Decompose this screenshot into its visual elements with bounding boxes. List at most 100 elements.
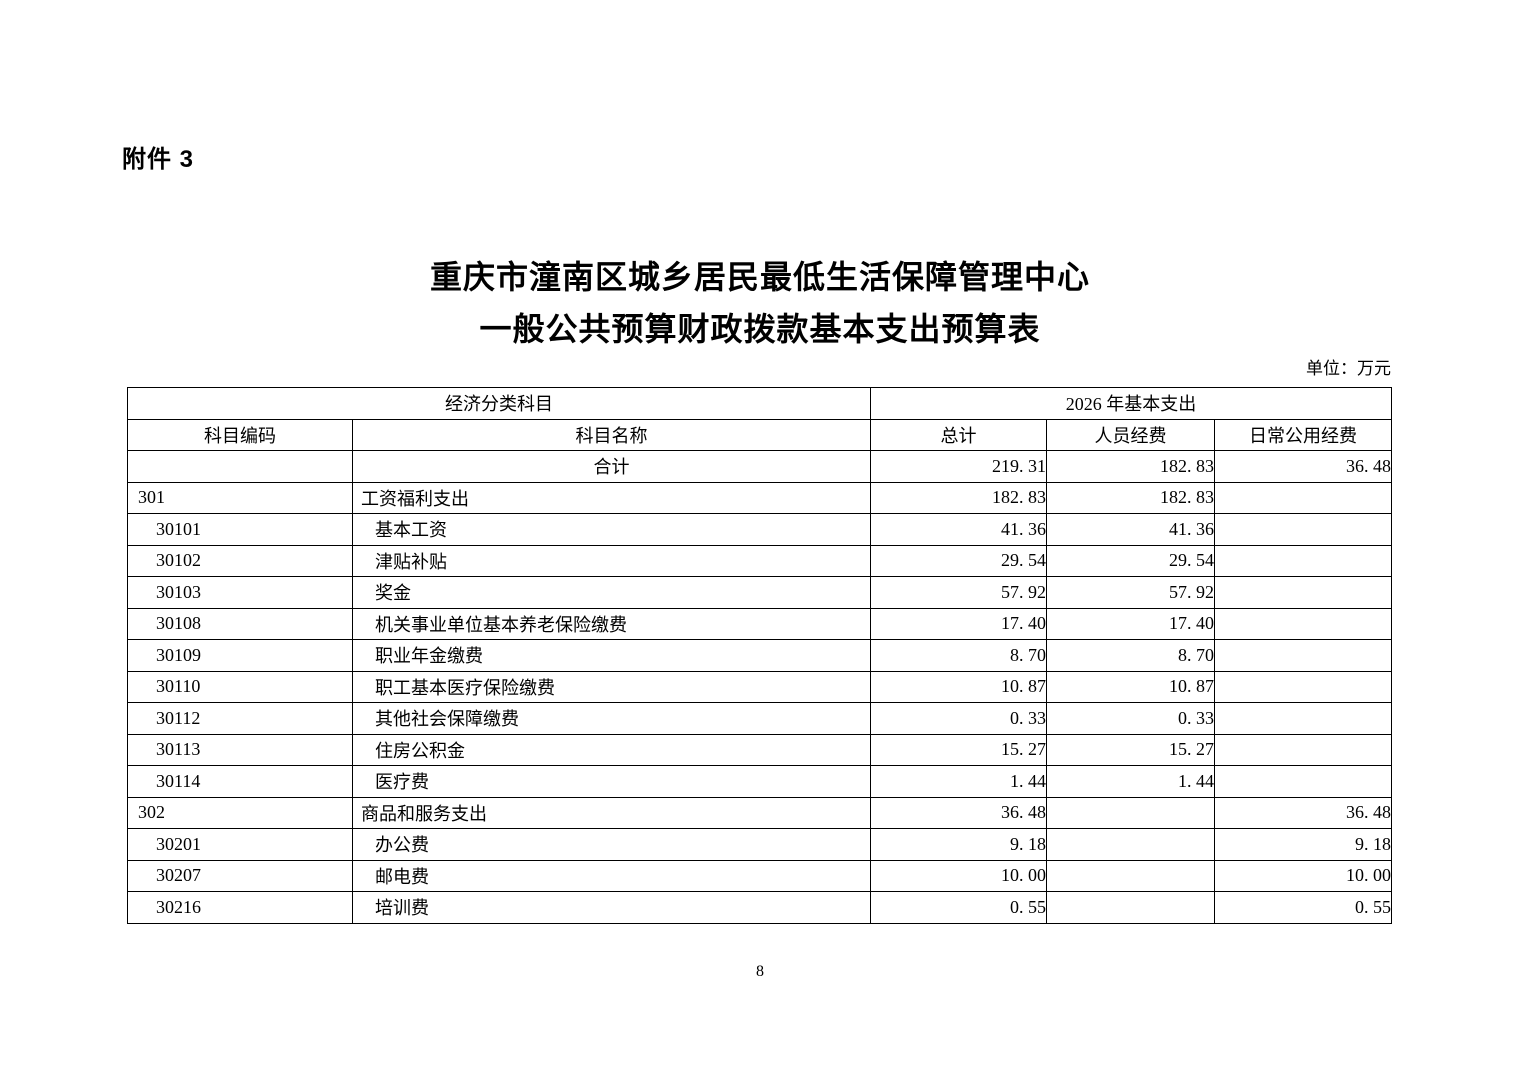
cell-subject-name: 办公费 bbox=[352, 828, 871, 861]
cell-total: 41. 36 bbox=[870, 513, 1047, 546]
cell-subject-code: 30103 bbox=[127, 576, 353, 609]
table-row: 30102 津贴补贴 29. 54 29. 54 bbox=[127, 544, 1393, 577]
cell-daily-public-funds: 36. 48 bbox=[1213, 796, 1393, 829]
cell-daily-public-funds bbox=[1213, 607, 1393, 640]
cell-total: 10. 87 bbox=[870, 670, 1047, 703]
title-line-1: 重庆市潼南区城乡居民最低生活保障管理中心 bbox=[429, 259, 1090, 295]
cell-personnel-funds bbox=[1046, 891, 1215, 924]
cell-personnel-funds: 182. 83 bbox=[1046, 450, 1215, 483]
table-row: 30201 办公费 9. 18 9. 18 bbox=[127, 828, 1393, 861]
table-row: 30101 基本工资 41. 36 41. 36 bbox=[127, 513, 1393, 546]
cell-subject-name: 津贴补贴 bbox=[352, 544, 871, 577]
cell-subject-name: 职业年金缴费 bbox=[352, 639, 871, 672]
table-row: 30109 职业年金缴费 8. 70 8. 70 bbox=[127, 639, 1393, 672]
cell-daily-public-funds bbox=[1213, 513, 1393, 546]
cell-daily-public-funds bbox=[1213, 544, 1393, 577]
cell-subject-name: 其他社会保障缴费 bbox=[352, 702, 871, 735]
cell-subject-code: 302 bbox=[127, 796, 353, 829]
header-columns-row: 科目编码 科目名称 总计 人员经费 日常公用经费 bbox=[127, 418, 1393, 451]
header-personnel-funds: 人员经费 bbox=[1046, 418, 1215, 451]
cell-personnel-funds bbox=[1046, 796, 1215, 829]
table-row: 合计 219. 31 182. 83 36. 48 bbox=[127, 450, 1393, 483]
cell-personnel-funds: 182. 83 bbox=[1046, 481, 1215, 514]
cell-total: 29. 54 bbox=[870, 544, 1047, 577]
cell-total: 219. 31 bbox=[870, 450, 1047, 483]
cell-daily-public-funds: 9. 18 bbox=[1213, 828, 1393, 861]
table-row: 30108 机关事业单位基本养老保险缴费 17. 40 17. 40 bbox=[127, 607, 1393, 640]
cell-daily-public-funds bbox=[1213, 639, 1393, 672]
cell-subject-code: 30114 bbox=[127, 765, 353, 798]
cell-daily-public-funds bbox=[1213, 670, 1393, 703]
cell-subject-code: 30201 bbox=[127, 828, 353, 861]
budget-table: 经济分类科目 2026 年基本支出 科目编码 科目名称 总计 人员经费 日常公用… bbox=[127, 387, 1393, 924]
cell-personnel-funds: 15. 27 bbox=[1046, 733, 1215, 766]
cell-subject-name: 机关事业单位基本养老保险缴费 bbox=[352, 607, 871, 640]
cell-total: 1. 44 bbox=[870, 765, 1047, 798]
cell-subject-code: 30216 bbox=[127, 891, 353, 924]
cell-personnel-funds: 0. 33 bbox=[1046, 702, 1215, 735]
table-row: 30216 培训费 0. 55 0. 55 bbox=[127, 891, 1393, 924]
cell-daily-public-funds bbox=[1213, 765, 1393, 798]
cell-personnel-funds bbox=[1046, 859, 1215, 892]
cell-subject-name: 基本工资 bbox=[352, 513, 871, 546]
cell-total: 0. 55 bbox=[870, 891, 1047, 924]
cell-subject-code bbox=[127, 450, 353, 483]
cell-subject-name: 医疗费 bbox=[352, 765, 871, 798]
table-body: 合计 219. 31 182. 83 36. 48 301 工资福利支出 182. 83 18… bbox=[127, 450, 1393, 924]
cell-personnel-funds: 1. 44 bbox=[1046, 765, 1215, 798]
cell-subject-code: 30102 bbox=[127, 544, 353, 577]
cell-subject-name: 培训费 bbox=[352, 891, 871, 924]
header-group-row: 经济分类科目 2026 年基本支出 bbox=[127, 387, 1393, 420]
header-total: 总计 bbox=[870, 418, 1047, 451]
cell-total: 57. 92 bbox=[870, 576, 1047, 609]
cell-subject-code: 30110 bbox=[127, 670, 353, 703]
cell-personnel-funds: 57. 92 bbox=[1046, 576, 1215, 609]
page-number: 8 bbox=[756, 963, 764, 980]
cell-subject-code: 301 bbox=[127, 481, 353, 514]
cell-subject-name: 合计 bbox=[352, 450, 871, 483]
header-2026-basic-expenditure: 2026 年基本支出 bbox=[869, 387, 1393, 420]
cell-total: 182. 83 bbox=[870, 481, 1047, 514]
cell-personnel-funds: 17. 40 bbox=[1046, 607, 1215, 640]
cell-daily-public-funds bbox=[1213, 702, 1393, 735]
cell-subject-name: 邮电费 bbox=[352, 859, 871, 892]
table-row: 30103 奖金 57. 92 57. 92 bbox=[127, 576, 1393, 609]
header-daily-public-funds: 日常公用经费 bbox=[1213, 418, 1393, 451]
table-row: 302 商品和服务支出 36. 48 36. 48 bbox=[127, 796, 1393, 829]
table-row: 30114 医疗费 1. 44 1. 44 bbox=[127, 765, 1393, 798]
cell-daily-public-funds bbox=[1213, 733, 1393, 766]
cell-daily-public-funds: 0. 55 bbox=[1213, 891, 1393, 924]
cell-total: 10. 00 bbox=[870, 859, 1047, 892]
cell-daily-public-funds: 36. 48 bbox=[1213, 450, 1393, 483]
header-economic-classification: 经济分类科目 bbox=[127, 387, 871, 420]
cell-personnel-funds: 8. 70 bbox=[1046, 639, 1215, 672]
table-row: 301 工资福利支出 182. 83 182. 83 bbox=[127, 481, 1393, 514]
cell-subject-code: 30207 bbox=[127, 859, 353, 892]
table-row: 30112 其他社会保障缴费 0. 33 0. 33 bbox=[127, 702, 1393, 735]
cell-subject-code: 30101 bbox=[127, 513, 353, 546]
cell-daily-public-funds: 10. 00 bbox=[1213, 859, 1393, 892]
cell-subject-code: 30109 bbox=[127, 639, 353, 672]
cell-subject-code: 30108 bbox=[127, 607, 353, 640]
cell-personnel-funds: 10. 87 bbox=[1046, 670, 1215, 703]
attachment-label: 附件 3 bbox=[122, 146, 195, 173]
cell-personnel-funds bbox=[1046, 828, 1215, 861]
cell-subject-name: 职工基本医疗保险缴费 bbox=[352, 670, 871, 703]
table-row: 30113 住房公积金 15. 27 15. 27 bbox=[127, 733, 1393, 766]
header-subject-name: 科目名称 bbox=[352, 418, 871, 451]
cell-total: 15. 27 bbox=[870, 733, 1047, 766]
cell-subject-name: 工资福利支出 bbox=[352, 481, 871, 514]
cell-total: 17. 40 bbox=[870, 607, 1047, 640]
cell-personnel-funds: 29. 54 bbox=[1046, 544, 1215, 577]
header-subject-code: 科目编码 bbox=[127, 418, 353, 451]
cell-daily-public-funds bbox=[1213, 576, 1393, 609]
cell-subject-code: 30113 bbox=[127, 733, 353, 766]
cell-personnel-funds: 41. 36 bbox=[1046, 513, 1215, 546]
cell-daily-public-funds bbox=[1213, 481, 1393, 514]
title-line-2: 一般公共预算财政拨款基本支出预算表 bbox=[479, 311, 1041, 347]
cell-subject-name: 商品和服务支出 bbox=[352, 796, 871, 829]
cell-total: 9. 18 bbox=[870, 828, 1047, 861]
cell-total: 8. 70 bbox=[870, 639, 1047, 672]
table-row: 30110 职工基本医疗保险缴费 10. 87 10. 87 bbox=[127, 670, 1393, 703]
cell-total: 0. 33 bbox=[870, 702, 1047, 735]
